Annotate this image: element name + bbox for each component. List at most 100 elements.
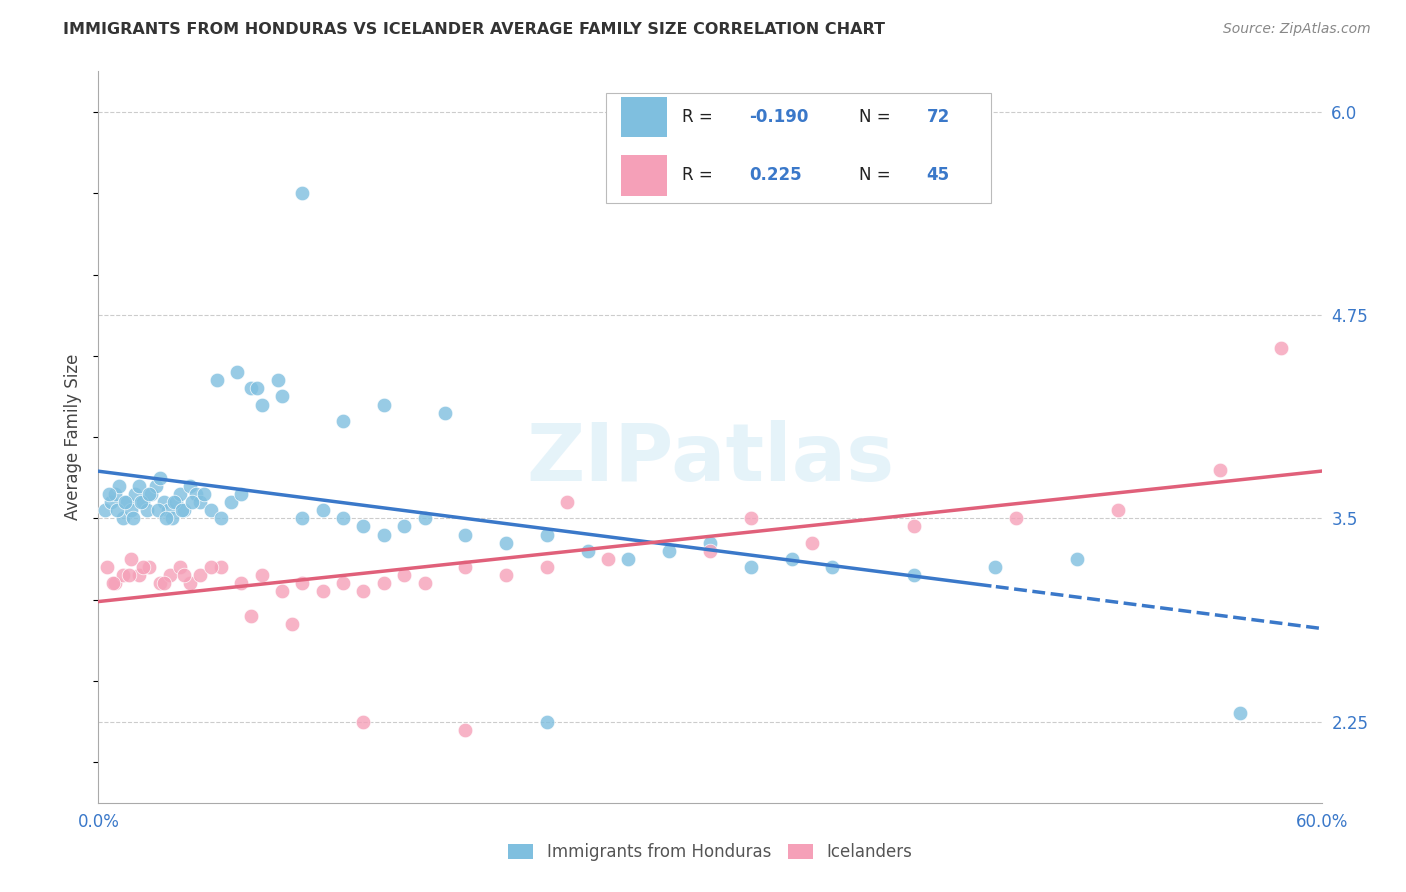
Point bbox=[170, 503, 193, 517]
Point bbox=[495, 568, 517, 582]
Point bbox=[1209, 462, 1232, 476]
Point bbox=[903, 568, 925, 582]
Point bbox=[193, 487, 215, 501]
Point bbox=[105, 503, 128, 517]
Point bbox=[186, 487, 208, 501]
Point bbox=[598, 552, 620, 566]
Point bbox=[159, 568, 181, 582]
Point bbox=[454, 723, 477, 737]
Point bbox=[165, 495, 187, 509]
Point bbox=[124, 487, 146, 501]
Point bbox=[118, 568, 141, 582]
Point bbox=[104, 576, 127, 591]
Point bbox=[312, 584, 335, 599]
Text: -0.190: -0.190 bbox=[749, 108, 808, 126]
Point bbox=[209, 560, 232, 574]
Point bbox=[169, 487, 191, 501]
Point bbox=[145, 479, 167, 493]
Point bbox=[152, 576, 174, 591]
Point bbox=[173, 568, 195, 582]
Point bbox=[179, 576, 201, 591]
Point bbox=[138, 560, 160, 574]
Point bbox=[120, 503, 142, 517]
Point bbox=[122, 511, 145, 525]
Point bbox=[617, 552, 640, 566]
Point bbox=[352, 714, 374, 729]
Point bbox=[270, 584, 294, 599]
Point bbox=[205, 373, 228, 387]
FancyBboxPatch shape bbox=[620, 155, 668, 195]
Text: IMMIGRANTS FROM HONDURAS VS ICELANDER AVERAGE FAMILY SIZE CORRELATION CHART: IMMIGRANTS FROM HONDURAS VS ICELANDER AV… bbox=[63, 22, 886, 37]
Point bbox=[179, 479, 201, 493]
Point bbox=[1066, 552, 1088, 566]
Point bbox=[155, 511, 177, 525]
Legend: Immigrants from Honduras, Icelanders: Immigrants from Honduras, Icelanders bbox=[502, 837, 918, 868]
Point bbox=[658, 544, 681, 558]
Point bbox=[392, 519, 416, 533]
Point bbox=[226, 365, 249, 379]
Text: ZIPatlas: ZIPatlas bbox=[526, 420, 894, 498]
Point bbox=[434, 406, 457, 420]
Point bbox=[138, 487, 160, 501]
Point bbox=[132, 495, 155, 509]
Point bbox=[209, 511, 232, 525]
FancyBboxPatch shape bbox=[620, 97, 668, 137]
Point bbox=[141, 487, 163, 501]
Point bbox=[780, 552, 803, 566]
Point bbox=[163, 495, 186, 509]
Point bbox=[352, 519, 374, 533]
Point bbox=[169, 560, 191, 574]
Point bbox=[821, 560, 844, 574]
Text: 72: 72 bbox=[927, 108, 950, 126]
Point bbox=[108, 479, 131, 493]
Point bbox=[114, 495, 136, 509]
Point bbox=[111, 568, 134, 582]
Point bbox=[801, 535, 824, 549]
Point bbox=[128, 568, 150, 582]
Point bbox=[281, 617, 304, 632]
Point bbox=[111, 511, 134, 525]
Point bbox=[454, 527, 477, 541]
Point bbox=[413, 511, 436, 525]
Text: N =: N = bbox=[859, 166, 896, 185]
Point bbox=[270, 389, 294, 403]
Point bbox=[576, 544, 599, 558]
Point bbox=[231, 487, 253, 501]
Point bbox=[97, 487, 120, 501]
Point bbox=[188, 495, 212, 509]
Point bbox=[984, 560, 1007, 574]
Point bbox=[1229, 706, 1251, 721]
Text: 0.225: 0.225 bbox=[749, 166, 801, 185]
Point bbox=[146, 503, 169, 517]
Point bbox=[246, 381, 269, 395]
Point bbox=[740, 511, 762, 525]
Point bbox=[1004, 511, 1026, 525]
Point bbox=[149, 576, 172, 591]
Point bbox=[536, 560, 558, 574]
Point bbox=[903, 519, 925, 533]
Point bbox=[291, 186, 314, 201]
Point bbox=[231, 576, 253, 591]
Point bbox=[100, 495, 122, 509]
Point bbox=[413, 576, 436, 591]
Point bbox=[149, 471, 172, 485]
Point bbox=[188, 568, 212, 582]
Point bbox=[240, 608, 263, 623]
Point bbox=[136, 503, 159, 517]
Point bbox=[332, 414, 354, 428]
Point bbox=[699, 544, 721, 558]
Point bbox=[699, 535, 721, 549]
Point bbox=[156, 503, 179, 517]
Point bbox=[1107, 503, 1129, 517]
Text: R =: R = bbox=[682, 166, 723, 185]
Text: R =: R = bbox=[682, 108, 718, 126]
Point bbox=[536, 714, 558, 729]
Point bbox=[495, 535, 517, 549]
Point bbox=[200, 560, 222, 574]
Point bbox=[120, 552, 142, 566]
Point bbox=[132, 560, 155, 574]
Y-axis label: Average Family Size: Average Family Size bbox=[65, 354, 83, 520]
Point bbox=[373, 576, 395, 591]
Point bbox=[160, 511, 183, 525]
Point bbox=[332, 511, 354, 525]
